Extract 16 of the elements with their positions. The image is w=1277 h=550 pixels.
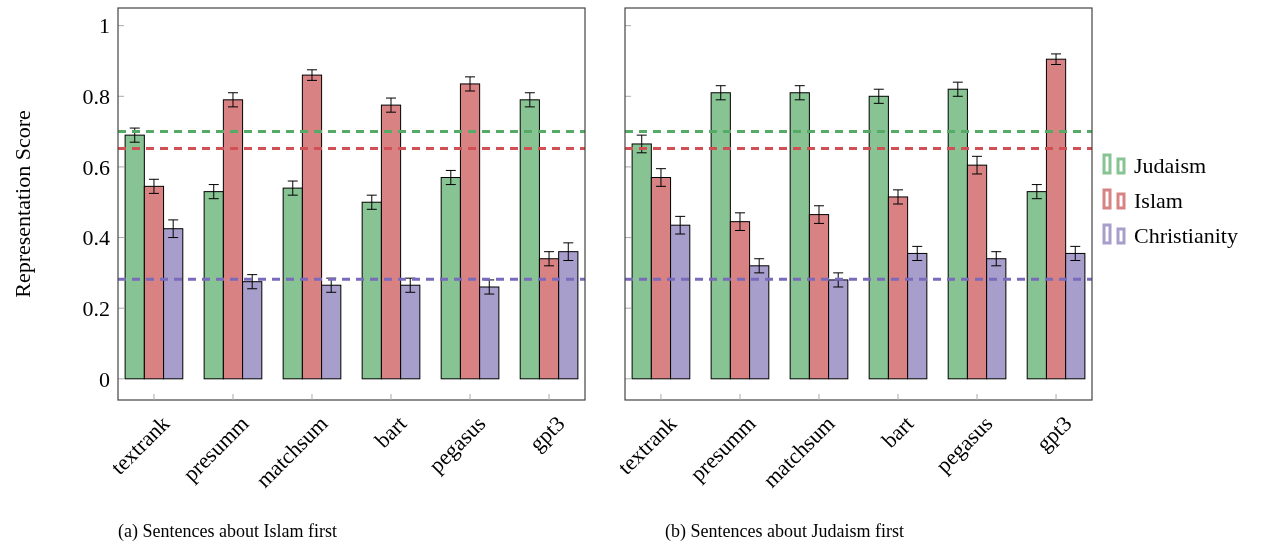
text: (b) Sentences about Judaism first — [665, 521, 904, 542]
legend-label: Judaism — [1134, 152, 1207, 178]
y-axis-title: Representation Score — [10, 110, 35, 298]
x-tick-label: gpt3 — [524, 410, 570, 457]
y-tick-label: 0 — [99, 366, 110, 392]
y-tick-label: 0.2 — [82, 295, 110, 321]
x-tick-label: gpt3 — [1031, 410, 1077, 457]
y-tick-label: 0.6 — [82, 154, 110, 180]
y-tick-label: 1 — [99, 13, 110, 39]
y-tick-label: 0.4 — [82, 225, 110, 251]
text: (a) Sentences about Islam first — [118, 521, 337, 542]
x-tick-label: bart — [369, 410, 412, 453]
x-tick-label: bart — [876, 410, 919, 453]
y-tick-label: 0.8 — [82, 83, 110, 109]
legend-label: Islam — [1134, 187, 1183, 213]
legend-label: Christianity — [1134, 222, 1238, 248]
